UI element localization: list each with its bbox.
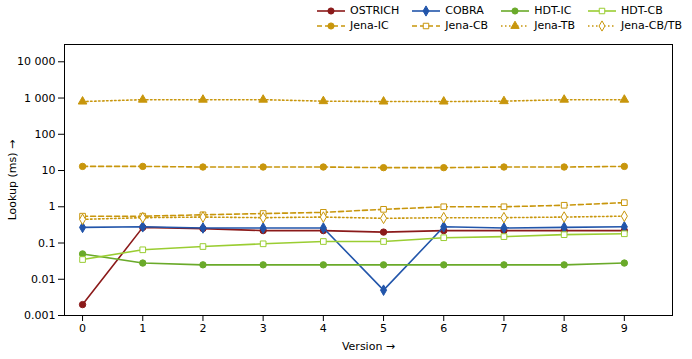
svg-text:0.01: 0.01 (31, 273, 56, 286)
svg-text:1: 1 (139, 322, 146, 335)
svg-text:8: 8 (561, 322, 568, 335)
svg-text:1: 1 (49, 200, 56, 213)
svg-text:5: 5 (380, 322, 387, 335)
html-text:COBRA: COBRA (445, 4, 484, 17)
svg-text:3: 3 (260, 322, 267, 335)
html-text:Jena-TB: Jena-TB (534, 19, 576, 32)
svg-text:Lookup (ms) →: Lookup (ms) → (6, 140, 19, 221)
svg-text:10 000: 10 000 (17, 55, 56, 68)
html-text:OSTRICH: OSTRICH (350, 4, 400, 17)
svg-text:100: 100 (35, 128, 56, 141)
html-text:Jena-CB/TB: Jena-CB/TB (621, 19, 682, 32)
svg-text:Version →: Version → (342, 340, 395, 353)
html-text:Jena-IC: Jena-IC (350, 19, 389, 32)
html-text:HDT-IC: HDT-IC (534, 4, 572, 17)
svg-text:7: 7 (500, 322, 507, 335)
svg-text:0.1: 0.1 (38, 237, 56, 250)
svg-text:9: 9 (621, 322, 628, 335)
svg-text:0: 0 (79, 322, 86, 335)
html-text:Jena-CB: Jena-CB (445, 19, 489, 32)
svg-text:1 000: 1 000 (24, 92, 56, 105)
html-text:HDT-CB: HDT-CB (621, 4, 663, 17)
svg-text:10: 10 (42, 164, 56, 177)
svg-text:4: 4 (320, 322, 327, 335)
svg-text:0.001: 0.001 (24, 309, 56, 322)
svg-text:2: 2 (199, 322, 206, 335)
svg-text:6: 6 (440, 322, 447, 335)
